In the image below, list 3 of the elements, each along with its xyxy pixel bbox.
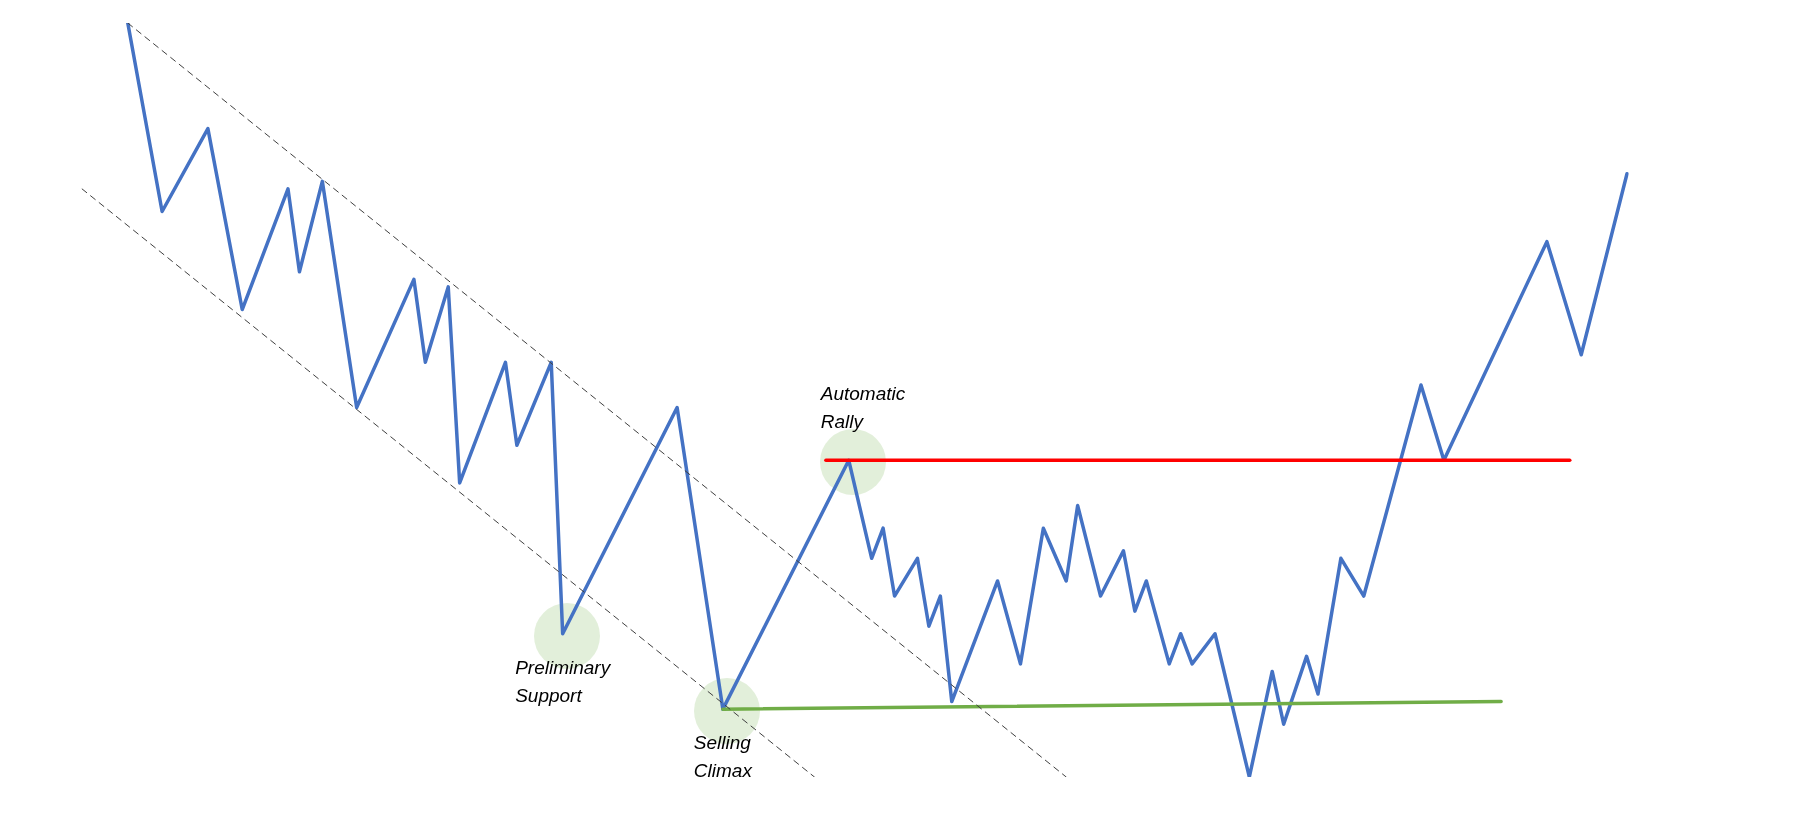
annotation: Automatic Rally bbox=[819, 383, 906, 433]
annotation: Selling Climax bbox=[693, 732, 754, 782]
annotation: Preliminary Support bbox=[515, 656, 612, 706]
